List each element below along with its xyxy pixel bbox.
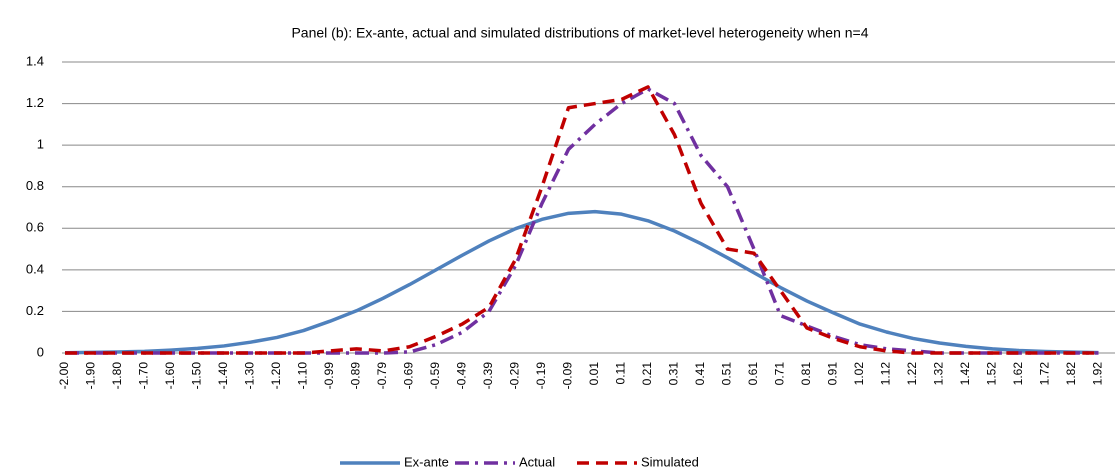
x-tick-label: 1.72: [1038, 362, 1052, 386]
x-tick-label: -1.70: [137, 362, 151, 390]
x-tick-label: 1.32: [932, 362, 946, 386]
y-tick-label: 0.4: [26, 261, 44, 276]
x-tick-label: -0.39: [481, 362, 495, 390]
x-tick-label: 0.41: [693, 362, 707, 386]
x-tick-label: -1.60: [163, 362, 177, 390]
x-tick-label: -1.40: [216, 362, 230, 390]
x-tick-label: 0.71: [773, 362, 787, 386]
chart-title: Panel (b): Ex-ante, actual and simulated…: [291, 25, 868, 41]
x-tick-label: 1.42: [958, 362, 972, 386]
y-tick-label: 0.6: [26, 220, 44, 235]
x-tick-label: -0.29: [508, 362, 522, 390]
x-tick-label: -1.20: [269, 362, 283, 390]
x-tick-label: -0.89: [349, 362, 363, 390]
series-line: [65, 85, 1099, 355]
x-tick-label: -1.50: [190, 362, 204, 390]
x-tick-label: 0.61: [746, 362, 760, 386]
y-tick-label: 1.2: [26, 95, 44, 110]
y-tick-label: 0.2: [26, 303, 44, 318]
legend-label: Actual: [519, 454, 555, 469]
x-tick-label: -1.30: [243, 362, 257, 390]
series-line: [64, 209, 1099, 355]
x-tick-label: -1.90: [84, 362, 98, 390]
series-line: [65, 87, 1099, 355]
x-tick-label: 1.02: [852, 362, 866, 386]
x-tick-label: 0.91: [826, 362, 840, 386]
x-tick-label: 0.21: [640, 362, 654, 386]
x-tick-label: 1.22: [905, 362, 919, 386]
x-tick-label: 0.51: [720, 362, 734, 386]
x-tick-label: 1.82: [1064, 362, 1078, 386]
x-tick-label: -0.49: [455, 362, 469, 390]
x-tick-label: 1.52: [985, 362, 999, 386]
x-tick-label: 0.11: [614, 362, 628, 385]
x-tick-label: -1.80: [110, 362, 124, 390]
x-tick-label: -0.99: [322, 362, 336, 390]
x-tick-label: 1.12: [879, 362, 893, 386]
x-tick-label: -0.19: [534, 362, 548, 390]
y-tick-label: 1: [37, 137, 44, 152]
x-tick-label: -2.00: [57, 362, 71, 390]
x-tick-label: 0.01: [587, 362, 601, 386]
y-tick-label: 1.4: [26, 53, 44, 68]
x-tick-label: 0.81: [799, 362, 813, 386]
x-tick-label: -1.10: [296, 362, 310, 390]
x-tick-label: -0.09: [561, 362, 575, 390]
x-tick-label: 1.92: [1091, 362, 1105, 386]
legend-label: Ex-ante: [404, 454, 449, 469]
x-tick-label: -0.69: [402, 362, 416, 390]
x-tick-label: 1.62: [1011, 362, 1025, 386]
y-tick-label: 0.8: [26, 178, 44, 193]
x-tick-label: 0.31: [667, 362, 681, 386]
legend-label: Simulated: [641, 454, 699, 469]
x-tick-label: -0.59: [428, 362, 442, 390]
y-tick-label: 0: [37, 344, 44, 359]
x-tick-label: -0.79: [375, 362, 389, 390]
